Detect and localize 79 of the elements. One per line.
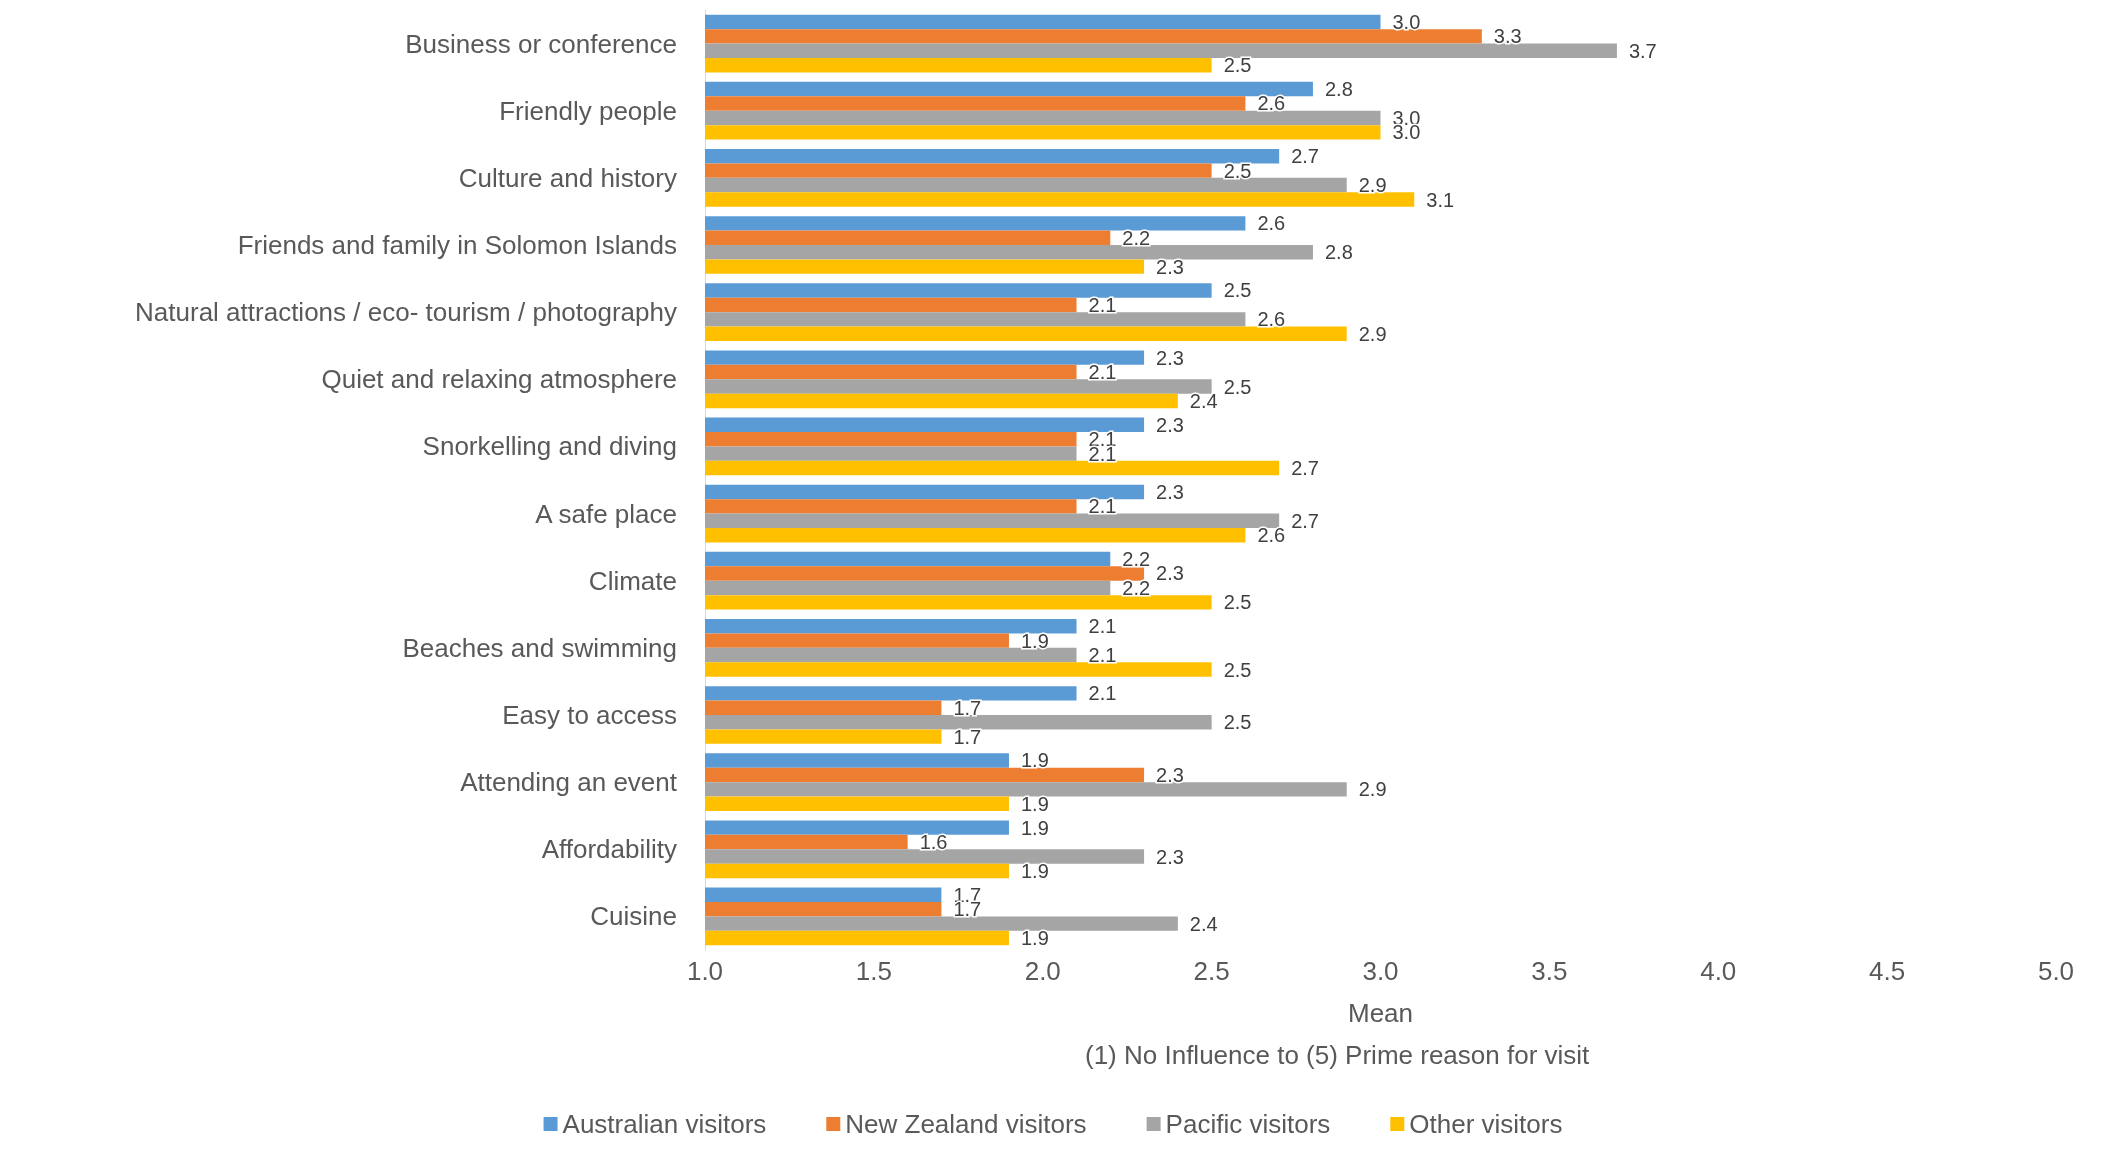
legend-label: New Zealand visitors [845,1109,1087,1139]
y-tick-label: Snorkelling and diving [422,431,677,462]
y-tick-label: Cuisine [590,901,677,932]
y-tick-label: Friends and family in Solomon Islands [237,230,677,260]
data-label: 1.9 [1020,859,1049,882]
x-tick-label: 1.0 [686,956,724,986]
y-tick-label: Climate [588,565,677,596]
data-label: 2.7 [1291,457,1319,480]
y-tick-label: Attending an event [460,767,678,798]
y-tick-label: Easy to access [502,700,677,730]
data-label: 2.7 [1291,145,1319,168]
y-tick-label: Affordability [541,834,677,865]
data-label: 1.7 [953,725,982,748]
data-label: 2.3 [1156,413,1184,436]
data-label: 2.7 [1291,509,1319,532]
data-label: 3.1 [1426,188,1455,211]
data-label: 2.2 [1122,226,1151,249]
data-label: 2.1 [1088,361,1117,384]
data-label: 2.5 [1223,711,1252,734]
data-label: 2.1 [1088,495,1117,518]
x-tick-label: 2.0 [1024,956,1061,986]
x-tick-label: 1.5 [855,956,892,986]
data-label: 1.9 [1020,792,1049,815]
y-tick-label: A safe place [535,498,677,529]
data-label: 2.6 [1257,524,1286,547]
data-label: 2.5 [1223,591,1252,614]
legend-label: Pacific visitors [1165,1109,1331,1139]
data-label: 2.1 [1088,615,1117,638]
data-label: 2.1 [1088,682,1117,705]
data-label: 2.6 [1257,308,1286,331]
data-label: 2.8 [1324,241,1353,264]
x-tick-label: 4.5 [1869,956,1906,986]
data-label: 1.7 [953,696,982,719]
data-label: 2.2 [1122,576,1151,599]
data-label: 1.9 [1020,816,1049,839]
data-label: 2.5 [1223,375,1252,398]
data-label: 2.5 [1223,54,1252,77]
x-tick-label: 3.5 [1531,956,1568,986]
data-label: 2.6 [1257,92,1286,115]
data-label: 2.3 [1156,255,1184,278]
data-label: 2.6 [1257,212,1286,235]
data-label: 1.6 [919,831,948,854]
data-label: 3.3 [1493,25,1522,48]
legend-label: Other visitors [1409,1109,1563,1139]
data-label: 2.4 [1189,389,1218,412]
data-label: 2.1 [1088,293,1117,316]
data-label: 1.9 [1020,749,1049,772]
y-tick-label: Quiet and relaxing atmosphere [321,364,677,395]
x-axis-title: Mean [1347,998,1414,1028]
data-label: 3.7 [1628,39,1657,62]
data-label: 2.5 [1223,658,1252,681]
data-label: 2.3 [1156,480,1184,503]
data-label: 2.9 [1358,778,1387,801]
data-label: 2.3 [1156,562,1184,585]
x-tick-label: 5.0 [2037,956,2075,986]
data-label: 2.8 [1324,78,1353,101]
data-label: 2.1 [1088,644,1117,667]
data-label: 2.3 [1156,845,1184,868]
data-label: 2.5 [1223,279,1252,302]
y-tick-label: Business or conference [405,28,677,59]
text: (1) No Influence to (5) Prime reason for visit [1085,1040,1591,1070]
y-tick-label: Friendly people [499,95,677,126]
data-label: 3.0 [1392,10,1421,33]
data-label: 2.3 [1156,346,1184,369]
data-label: 1.9 [1020,927,1049,950]
x-tick-label: 3.0 [1362,956,1399,986]
x-tick-label: 4.0 [1700,956,1737,986]
legend-label: Australian visitors [562,1109,767,1139]
data-label: 2.9 [1358,322,1387,345]
data-label: 2.3 [1156,763,1184,786]
data-label: 2.9 [1358,174,1387,197]
data-label: 2.5 [1223,159,1252,182]
data-label: 2.4 [1189,912,1218,935]
x-tick-label: 2.5 [1193,956,1230,986]
data-label: 1.9 [1020,629,1049,652]
y-tick-label: Beaches and swimming [402,632,677,663]
y-tick-label: Culture and history [458,162,677,193]
y-tick-label: Natural attractions / eco- tourism / photography [135,297,677,328]
data-label: 2.2 [1122,548,1151,571]
